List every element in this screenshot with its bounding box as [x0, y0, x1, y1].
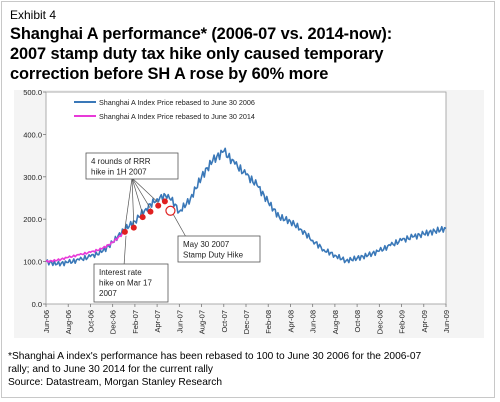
interest-rate-annotation-text: Interest rate — [99, 268, 142, 277]
x-tick-label: Feb-08 — [264, 310, 273, 334]
legend-label: Shanghai A Index Price rebased to June 3… — [99, 98, 255, 107]
x-tick-label: Aug-07 — [198, 310, 207, 334]
x-tick-label: Aug-08 — [331, 310, 340, 334]
x-tick-label: Jun-06 — [42, 310, 51, 333]
interest-rate-arrow — [123, 235, 127, 267]
interest-rate-annotation-text: 2007 — [99, 289, 117, 298]
y-tick-label: 200.0 — [23, 215, 42, 224]
chart-panel: 0.0 100.0 200.0 300.0 400.0 500.0 Jun-06 Aug-06… — [14, 90, 484, 338]
rrr-hike-marker — [121, 228, 128, 235]
x-tick-label: Dec-07 — [242, 310, 251, 334]
chart-title: Shanghai A performance* (2006-07 vs. 201… — [10, 24, 490, 84]
rrr-annotation-text: 4 rounds of RRR — [91, 157, 151, 166]
y-tick-label: 0.0 — [32, 300, 42, 309]
rrr-arrow — [131, 177, 159, 203]
stamp-duty-annotation-text: May 30 2007 — [183, 240, 230, 249]
y-tick-label: 100.0 — [23, 258, 42, 267]
rrr-arrow — [124, 177, 133, 229]
x-tick-label: Aug-06 — [64, 310, 73, 334]
x-tick-label: Oct-08 — [353, 310, 362, 333]
line-chart: 0.0 100.0 200.0 300.0 400.0 500.0 Jun-06 Aug-06… — [23, 90, 451, 334]
rrr-arrow — [131, 177, 144, 215]
stamp-duty-annotation-text: Stamp Duty Hike — [183, 251, 244, 260]
x-tick-label: Apr-09 — [420, 310, 429, 333]
footnote: *Shanghai A index's performance has been… — [8, 350, 496, 389]
x-tick-label: Dec-08 — [375, 310, 384, 334]
x-tick-label: Jun-08 — [309, 310, 318, 333]
title-line-3: correction before SH A rose by 60% more — [10, 65, 329, 83]
stamp-duty-marker — [165, 205, 176, 216]
rrr-annotation-box — [85, 152, 179, 180]
x-tick-label: Feb-07 — [131, 310, 140, 334]
x-tick-label: Apr-07 — [153, 310, 162, 333]
x-tick-label: Oct-07 — [220, 310, 229, 333]
exhibit-frame: Exhibit 4 Shanghai A performance* (2006-… — [1, 1, 495, 398]
interest-rate-annotation-box — [93, 263, 169, 303]
interest-rate-annotation-text: hike on Mar 17 — [99, 279, 152, 288]
rrr-hike-marker — [139, 214, 146, 221]
rrr-hike-marker — [130, 224, 137, 231]
rrr-annotation-text: hike in 1H 2007 — [91, 168, 147, 177]
y-tick-label: 400.0 — [23, 130, 42, 139]
series-line-2014 — [45, 232, 124, 263]
rrr-arrow — [131, 177, 135, 225]
footnote-line-2: rally; and to June 30 2014 for the curre… — [8, 364, 213, 375]
y-tick-label: 300.0 — [23, 173, 42, 182]
footnote-line-1: *Shanghai A index's performance has been… — [8, 351, 422, 362]
x-tick-label: Jun-09 — [442, 310, 451, 333]
legend-label: Shanghai A Index Price rebased to June 3… — [99, 112, 255, 121]
y-tick-label: 500.0 — [23, 90, 42, 97]
x-tick-label: Jun-07 — [175, 310, 184, 333]
title-line-1: Shanghai A performance* (2006-07 vs. 201… — [10, 25, 393, 43]
stamp-duty-arrow — [173, 214, 187, 238]
x-tick-label: Apr-08 — [286, 310, 295, 333]
x-tick-label: Oct-06 — [86, 310, 95, 333]
x-tick-label: Feb-09 — [398, 310, 407, 334]
title-line-2: 2007 stamp duty tax hike only caused tem… — [10, 45, 384, 63]
rrr-hike-marker — [155, 202, 162, 209]
exhibit-label: Exhibit 4 — [10, 8, 57, 22]
rrr-hike-marker — [161, 198, 168, 205]
rrr-arrow — [131, 177, 151, 209]
stamp-duty-annotation-box — [177, 235, 261, 263]
source-line: Source: Datastream, Morgan Stanley Resea… — [8, 377, 223, 388]
x-tick-label: Dec-06 — [109, 310, 118, 334]
rrr-hike-marker — [147, 208, 154, 215]
